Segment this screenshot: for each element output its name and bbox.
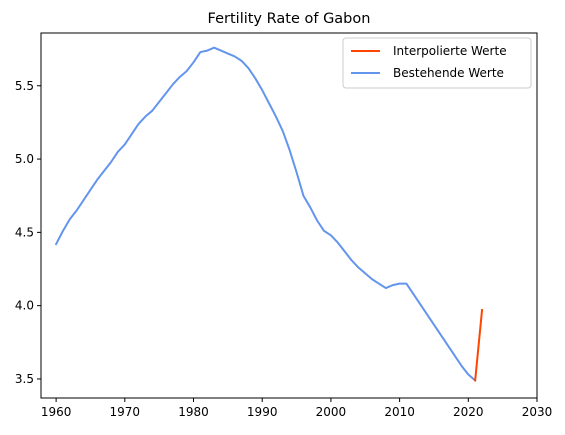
x-tick-label: 2030 bbox=[522, 405, 553, 419]
legend-box bbox=[342, 37, 532, 89]
y-axis: 3.5 4.0 4.5 5.0 5.5 bbox=[15, 79, 41, 386]
y-tick-label: 5.0 bbox=[15, 152, 34, 166]
series-line-existing bbox=[54, 46, 477, 382]
series-line-interpolated bbox=[474, 308, 484, 382]
x-tick-label: 1970 bbox=[110, 405, 141, 419]
legend-label-existing: Bestehende Werte bbox=[393, 66, 504, 80]
legend: Interpolierte Werte Bestehende Werte bbox=[342, 37, 532, 89]
y-tick-label: 5.5 bbox=[15, 79, 34, 93]
x-tick-label: 2020 bbox=[453, 405, 484, 419]
plot-frame bbox=[40, 32, 538, 399]
x-tick-label: 1960 bbox=[41, 405, 72, 419]
x-axis: 1960 1970 1980 1990 2000 2010 2020 2030 bbox=[41, 398, 552, 419]
y-tick-label: 3.5 bbox=[15, 372, 34, 386]
y-tick-label: 4.0 bbox=[15, 299, 34, 313]
legend-label-interpolated: Interpolierte Werte bbox=[393, 44, 507, 58]
x-tick-label: 1990 bbox=[247, 405, 278, 419]
x-tick-label: 1980 bbox=[178, 405, 209, 419]
plot-background bbox=[41, 33, 537, 398]
series-layer bbox=[54, 46, 484, 382]
chart-title: Fertility Rate of Gabon bbox=[208, 11, 371, 27]
y-tick-label: 4.5 bbox=[15, 225, 34, 239]
x-tick-label: 2000 bbox=[316, 405, 347, 419]
x-tick-label: 2010 bbox=[384, 405, 415, 419]
